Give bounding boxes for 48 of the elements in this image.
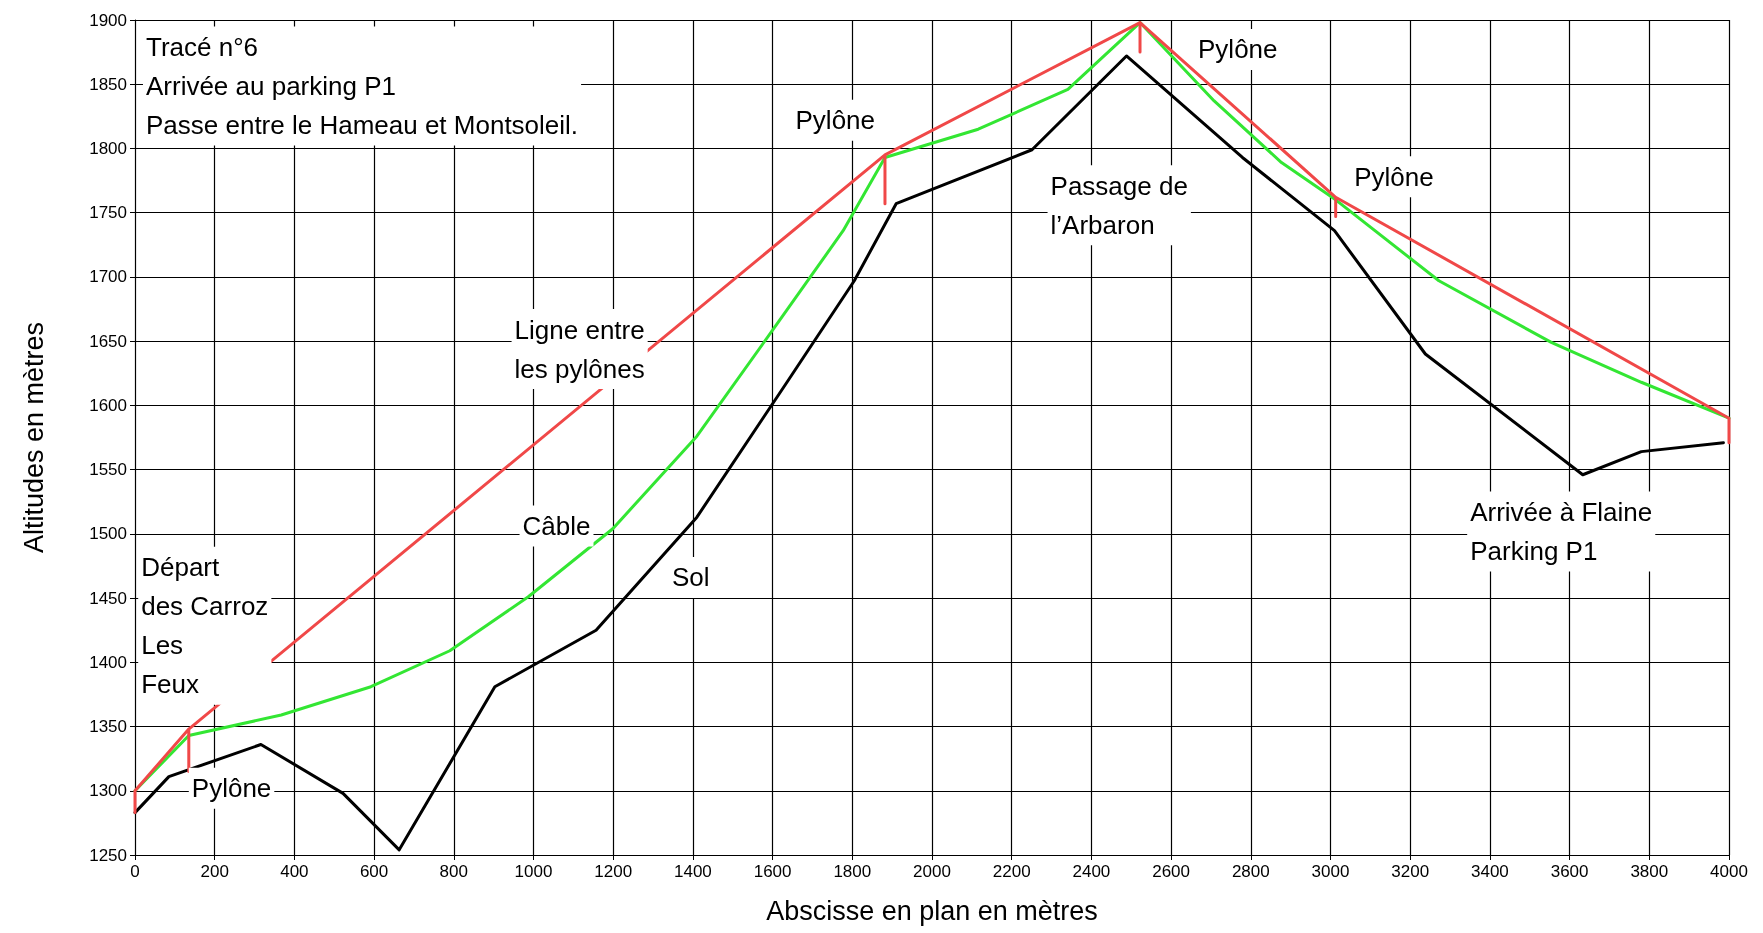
x-tick-label: 3200 xyxy=(1391,862,1430,881)
annotation: Câble xyxy=(522,511,591,542)
y-tick-label: 1800 xyxy=(89,138,127,158)
y-tick-label: 1850 xyxy=(89,74,127,94)
y-tick-label: 1700 xyxy=(89,267,127,287)
x-tick-label: 4000 xyxy=(1710,862,1748,881)
y-tick-label: 1350 xyxy=(89,717,127,737)
x-tick-label: 1600 xyxy=(753,862,792,881)
y-tick-label: 1600 xyxy=(89,395,127,415)
annotation: Sol xyxy=(671,562,710,593)
x-tick-label: 600 xyxy=(359,862,389,881)
x-tick-label: 0 xyxy=(130,862,140,881)
x-tick-label: 200 xyxy=(200,862,229,881)
annotation: Départ des Carroz Les Feux xyxy=(141,552,269,700)
x-tick-label: 3600 xyxy=(1550,862,1589,881)
x-tick-label: 400 xyxy=(280,862,309,881)
x-tick-label: 1000 xyxy=(514,862,553,881)
x-tick-label: 2200 xyxy=(992,862,1031,881)
y-tick-label: 1900 xyxy=(89,10,127,30)
annotation: Pylône xyxy=(191,773,272,804)
y-tick-label: 1250 xyxy=(89,845,127,865)
x-tick-label: 3400 xyxy=(1470,862,1509,881)
x-tick-label: 2400 xyxy=(1072,862,1111,881)
annotation: Ligne entre les pylônes xyxy=(514,314,645,384)
x-tick-label: 1400 xyxy=(673,862,712,881)
y-tick-label: 1550 xyxy=(89,460,127,480)
annotation: Passage de l’Arbaron xyxy=(1050,170,1188,240)
y-tick-label: 1650 xyxy=(89,331,127,351)
y-tick-label: 1750 xyxy=(89,203,127,223)
y-tick-label: 1500 xyxy=(89,524,127,544)
annotation: Pylône xyxy=(795,105,876,136)
y-tick-label: 1400 xyxy=(89,652,127,672)
x-tick-label: 800 xyxy=(439,862,468,881)
x-tick-label: 3800 xyxy=(1630,862,1669,881)
x-tick-label: 2000 xyxy=(913,862,951,881)
x-tick-label: 1800 xyxy=(833,862,872,881)
annotation: Arrivée à Flaine Parking P1 xyxy=(1470,496,1653,566)
x-tick-label: 3000 xyxy=(1311,862,1350,881)
annotation: Pylône xyxy=(1198,34,1278,65)
annotation: Pylône xyxy=(1354,161,1434,192)
x-tick-label: 1200 xyxy=(594,862,633,881)
x-tick-label: 2600 xyxy=(1152,862,1191,881)
x-tick-label: 2800 xyxy=(1231,862,1270,881)
x-axis-title: Abscisse en plan en mètres xyxy=(766,895,1098,926)
annotation: Tracé n°6 Arrivée au parking P1 Passe entre le Hameau et Montsoleil. xyxy=(145,31,579,140)
y-tick-label: 1300 xyxy=(89,781,127,801)
y-tick-label: 1450 xyxy=(89,588,127,608)
y-axis-title: Altitudes en mètres xyxy=(18,321,49,554)
